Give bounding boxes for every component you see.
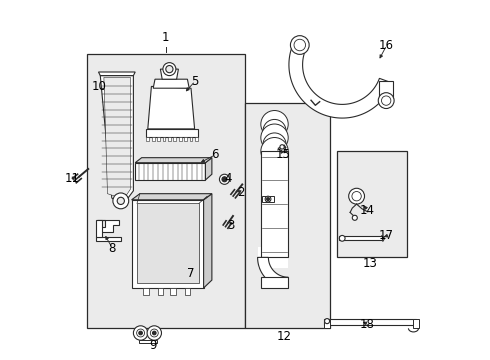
Polygon shape [143,288,149,295]
Circle shape [261,124,288,152]
Text: 11: 11 [65,172,80,185]
Polygon shape [163,137,166,141]
Text: 5: 5 [191,75,198,87]
Circle shape [261,138,288,165]
Circle shape [267,198,270,201]
Text: 17: 17 [379,229,394,242]
Polygon shape [168,137,171,141]
Polygon shape [190,137,193,141]
Polygon shape [98,72,135,76]
Circle shape [152,331,156,335]
Polygon shape [205,158,212,180]
Text: 1: 1 [162,31,170,44]
Text: 16: 16 [379,39,393,51]
Polygon shape [104,77,130,197]
Text: 8: 8 [108,242,116,255]
Polygon shape [96,237,121,241]
Polygon shape [258,247,288,268]
Polygon shape [139,340,157,343]
Circle shape [339,235,345,241]
Circle shape [265,196,271,202]
Polygon shape [160,69,178,79]
Polygon shape [100,76,133,202]
Circle shape [139,331,143,335]
Polygon shape [135,163,205,180]
Polygon shape [152,137,155,141]
Circle shape [263,133,286,156]
Polygon shape [289,42,392,118]
Polygon shape [179,137,182,141]
Polygon shape [173,137,176,141]
Circle shape [113,193,129,209]
Text: 6: 6 [211,148,218,161]
Circle shape [263,120,286,143]
Circle shape [163,63,176,76]
Polygon shape [157,137,160,141]
Polygon shape [153,79,189,88]
Polygon shape [204,194,212,288]
Circle shape [352,215,357,220]
Text: 14: 14 [360,204,375,217]
Polygon shape [96,220,102,237]
Polygon shape [185,288,190,295]
Polygon shape [132,200,204,288]
Polygon shape [258,257,288,288]
Polygon shape [146,129,198,137]
Polygon shape [132,194,212,200]
Text: 3: 3 [228,219,235,231]
Polygon shape [135,158,212,163]
Circle shape [166,66,173,73]
Circle shape [352,192,361,201]
Text: 2: 2 [237,186,245,199]
Circle shape [261,111,288,138]
Bar [245,103,330,328]
Polygon shape [195,137,198,141]
Circle shape [291,36,309,54]
Circle shape [147,326,162,340]
Polygon shape [148,86,195,129]
Circle shape [222,177,227,182]
Circle shape [137,329,145,337]
Polygon shape [324,319,416,325]
Circle shape [220,174,229,184]
Polygon shape [184,137,187,141]
Polygon shape [97,220,119,232]
Circle shape [349,188,365,204]
Circle shape [294,39,306,51]
Polygon shape [170,288,176,295]
Polygon shape [261,277,288,288]
Text: 15: 15 [275,148,290,161]
Circle shape [324,319,330,324]
Circle shape [378,93,394,108]
Circle shape [382,96,391,105]
Text: 18: 18 [360,318,375,330]
Bar [337,151,407,257]
Polygon shape [339,236,382,240]
Circle shape [133,326,148,340]
Polygon shape [324,319,330,328]
Text: 7: 7 [187,267,195,280]
Polygon shape [262,196,274,202]
Bar [87,54,245,328]
Polygon shape [261,151,288,257]
Text: 12: 12 [277,330,292,343]
Polygon shape [379,81,393,100]
Polygon shape [147,137,149,141]
Text: 13: 13 [363,257,377,270]
Circle shape [280,145,284,149]
Text: 10: 10 [92,80,107,93]
Polygon shape [414,319,418,328]
Circle shape [117,197,124,204]
Polygon shape [157,288,163,295]
Polygon shape [137,203,199,283]
Circle shape [150,329,158,337]
Text: 9: 9 [149,339,157,352]
Text: 4: 4 [224,172,231,185]
